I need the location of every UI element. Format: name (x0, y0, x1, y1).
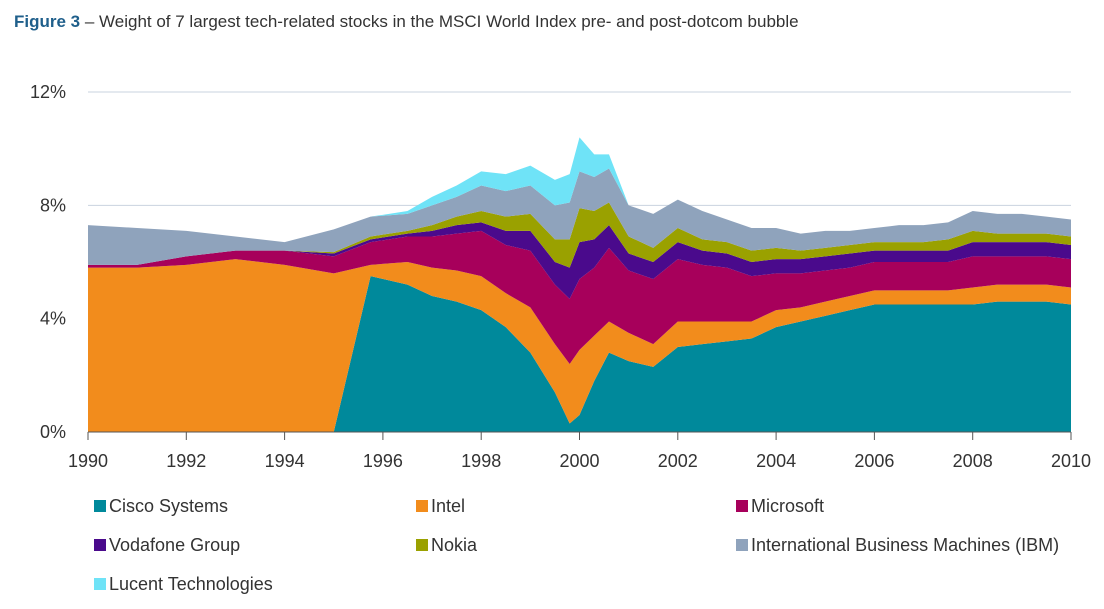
axes: 0% 4% 8% 12% 1990 1992 1994 1996 1998 2000 2002 200… (30, 82, 1091, 471)
legend-swatch (416, 500, 428, 512)
y-tick-label: 8% (40, 195, 66, 215)
x-tick-label: 1998 (461, 451, 501, 471)
legend-item: Lucent Technologies (94, 574, 273, 595)
legend-swatch (736, 500, 748, 512)
area-cisco-systems (88, 276, 1071, 432)
area-vodafone-group (88, 222, 1071, 299)
legend-swatch (94, 578, 106, 590)
area-international-business-machines-ibm (88, 168, 1071, 265)
figure-caption: – Weight of 7 largest tech-related stock… (80, 12, 799, 31)
x-tick-label: 2002 (658, 451, 698, 471)
y-tick-label: 4% (40, 309, 66, 329)
y-tick-label: 12% (30, 82, 66, 102)
legend-swatch (736, 539, 748, 551)
figure-label: Figure 3 (14, 12, 81, 31)
x-tick-label: 2010 (1051, 451, 1091, 471)
legend-swatch (416, 539, 428, 551)
area-intel (88, 259, 1071, 432)
legend-label: Nokia (431, 535, 478, 555)
x-tick-label: 1990 (68, 451, 108, 471)
legend-label: Intel (431, 496, 466, 516)
legend-swatch (94, 539, 106, 551)
y-tick-label: 0% (40, 422, 66, 442)
legend-label: Cisco Systems (109, 496, 229, 516)
area-series-group (88, 137, 1071, 432)
legend-item: Intel (416, 496, 465, 517)
legend-item: Cisco Systems (94, 496, 228, 517)
x-tick-label: 2000 (559, 451, 599, 471)
x-tick-label: 2006 (854, 451, 894, 471)
figure-title: Figure 3 – Weight of 7 largest tech-rela… (14, 12, 799, 32)
legend-item: Microsoft (736, 496, 824, 517)
area-nokia (88, 202, 1071, 268)
x-tick-label: 1994 (265, 451, 305, 471)
legend-label: International Business Machines (IBM) (751, 535, 1060, 555)
legend-label: Vodafone Group (109, 535, 241, 555)
x-tick-label: 2008 (953, 451, 993, 471)
legend-label: Microsoft (751, 496, 825, 516)
legend-item: International Business Machines (IBM) (736, 535, 1059, 556)
legend-swatch (94, 500, 106, 512)
area-lucent-technologies (88, 137, 1071, 243)
x-tick-label: 1992 (166, 451, 206, 471)
area-microsoft (88, 230, 1071, 364)
legend-item: Vodafone Group (94, 535, 240, 556)
legend-label: Lucent Technologies (109, 574, 273, 594)
legend-item: Nokia (416, 535, 477, 556)
x-tick-label: 2004 (756, 451, 796, 471)
x-tick-label: 1996 (363, 451, 403, 471)
